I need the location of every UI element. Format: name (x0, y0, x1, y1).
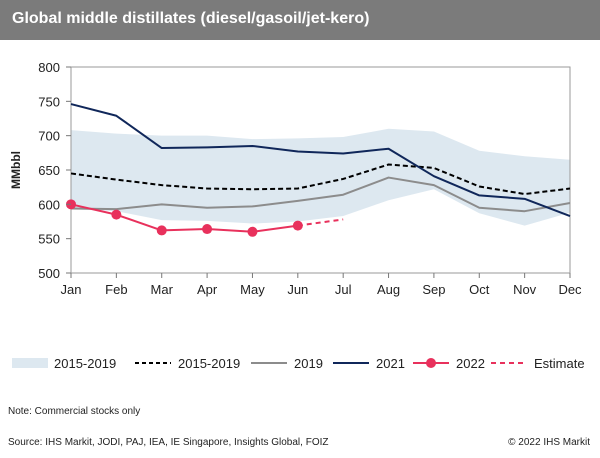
data-point-2022-feb (111, 209, 122, 220)
legend-swatch-estimate (491, 362, 527, 364)
x-tick-label-jul: Jul (335, 282, 352, 297)
source-text: Source: IHS Markit, JODI, PAJ, IEA, IE S… (8, 437, 329, 448)
legend-swatch-2022 (413, 358, 449, 368)
x-tick-label-aug: Aug (377, 282, 400, 297)
y-tick-label: 750 (38, 94, 60, 109)
legend-label-band: 2015-2019 (54, 355, 117, 371)
legend-swatch-band (12, 358, 48, 368)
series-line-2021 (70, 103, 571, 217)
x-tick-label-apr: Apr (197, 282, 218, 297)
chart-legend: 2015-2019 2015-2019 2019 2021 2022 Estim… (0, 350, 600, 376)
x-tick-label-jan: Jan (61, 282, 82, 297)
y-tick-label: 550 (38, 232, 60, 247)
legend-item-average: 2015-2019 (134, 350, 240, 376)
copyright-text: © 2022 IHS Markit (508, 437, 590, 448)
y-tick-label: 500 (38, 266, 60, 281)
x-tick-label-feb: Feb (105, 282, 127, 297)
legend-label-2022: 2022 (456, 355, 485, 371)
chart-title: Global middle distillates (diesel/gasoil… (12, 10, 370, 27)
x-tick-label-jun: Jun (287, 282, 308, 297)
data-point-2022-apr (202, 224, 213, 235)
legend-label-average: 2015-2019 (178, 355, 241, 371)
legend-swatch-average (135, 362, 171, 364)
data-point-2022-may (247, 226, 258, 237)
legend-item-2021: 2021 (332, 350, 405, 376)
chart-plot: 500 550 600 650 700 750 800 Jan Feb Mar Apr May Jun J… (9, 60, 582, 297)
legend-item-band: 2015-2019 (12, 350, 116, 376)
legend-label-2019: 2019 (294, 355, 323, 371)
x-tick-label-dec: Dec (558, 282, 582, 297)
y-axis-label: MMbbl (9, 151, 23, 189)
series-line-2019 (70, 176, 571, 213)
series-line-estimate (297, 218, 344, 227)
y-tick-label: 600 (38, 197, 60, 212)
series-line-2022 (70, 203, 298, 233)
data-point-2022-mar (156, 225, 167, 236)
x-tick-label-sep: Sep (422, 282, 445, 297)
x-tick-label-may: May (240, 282, 265, 297)
y-tick-label: 650 (38, 163, 60, 178)
range-band-2015-2019 (71, 128, 570, 226)
legend-item-estimate: Estimate (490, 350, 585, 376)
legend-swatch-2019 (251, 362, 287, 364)
legend-item-2022: 2022 (412, 350, 485, 376)
x-tick-label-mar: Mar (151, 282, 174, 297)
footnote: Note: Commercial stocks only (8, 406, 141, 417)
x-tick-label-oct: Oct (469, 282, 490, 297)
y-tick-label: 800 (38, 60, 60, 75)
chart-header: Global middle distillates (diesel/gasoil… (0, 0, 600, 40)
legend-swatch-2021 (333, 362, 369, 364)
legend-label-estimate: Estimate (534, 355, 585, 371)
legend-item-2019: 2019 (250, 350, 323, 376)
legend-label-2021: 2021 (376, 355, 405, 371)
x-tick-label-nov: Nov (513, 282, 537, 297)
y-tick-label: 700 (38, 129, 60, 144)
series-line-2015-2019 (70, 163, 571, 196)
